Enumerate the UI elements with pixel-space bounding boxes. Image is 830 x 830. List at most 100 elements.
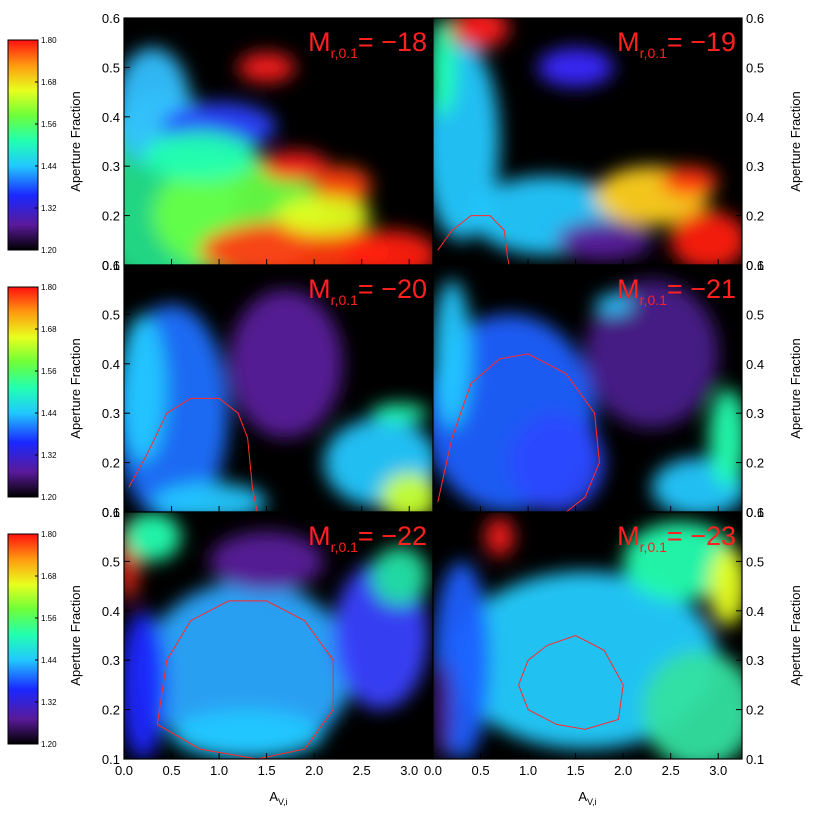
x-tick-label: 1.0 (519, 763, 537, 778)
panel-title: Mr,0.1= −19 (617, 27, 736, 61)
heatmap-panel: Mr,0.1= −21 (432, 264, 743, 513)
heatmap-region (124, 512, 182, 562)
x-tick-label: 2.5 (353, 763, 371, 778)
panel-title-value: = −23 (667, 521, 736, 551)
panel-title: Mr,0.1= −22 (308, 521, 427, 555)
panel-title-symbol: M (617, 521, 640, 551)
panel-title-value: = −20 (358, 274, 427, 304)
panel-title-subscript: r,0.1 (640, 539, 667, 555)
heatmap-region (171, 709, 324, 759)
heatmap-region (452, 18, 510, 48)
heatmap-region (642, 650, 742, 759)
colorbar-tick-label: 1.56 (41, 614, 57, 623)
heatmap-region (314, 166, 372, 206)
heatmap-region (143, 581, 353, 759)
y-tick-label: 0.2 (102, 456, 120, 471)
heatmap-region (670, 210, 742, 265)
heatmap-region (661, 166, 719, 196)
colorbar-tick-label: 1.20 (41, 493, 57, 502)
y-tick-label: 0.1 (746, 258, 764, 273)
panel-title-value: = −21 (667, 274, 736, 304)
x-axis-label-symbol: A (578, 789, 587, 804)
colorbar (7, 286, 39, 498)
heatmap-panel: Mr,0.1= −22 (123, 511, 434, 760)
y-axis-label: Aperture Fraction (68, 338, 83, 438)
x-axis-label-symbol: A (269, 789, 278, 804)
y-tick-label: 0.5 (746, 307, 764, 322)
x-tick-label: 1.5 (567, 763, 585, 778)
colorbar-tick-label: 1.80 (41, 36, 57, 45)
colorbar-tick-label: 1.56 (41, 367, 57, 376)
density-contour (437, 215, 510, 265)
colorbar-tick-label: 1.32 (41, 698, 57, 707)
y-tick-label: 0.4 (746, 357, 764, 372)
x-axis-label: AV,i (269, 789, 287, 807)
y-tick-label: 0.6 (102, 505, 120, 520)
panel-frame (432, 511, 743, 760)
panel-title: Mr,0.1= −21 (617, 274, 736, 308)
colorbar-tick-label: 1.32 (41, 451, 57, 460)
colorbar-tick-label: 1.68 (41, 572, 57, 581)
colorbar (7, 533, 39, 745)
heatmap-region (371, 403, 429, 424)
y-axis-label: Aperture Fraction (788, 91, 803, 191)
colorbar-tick-label: 1.80 (41, 283, 57, 292)
heatmap-region (708, 546, 742, 626)
panel-title-subscript: r,0.1 (640, 292, 667, 308)
heatmap-region (228, 289, 343, 438)
y-tick-label: 0.6 (746, 11, 764, 26)
panel-title-value: = −18 (358, 27, 427, 57)
y-tick-label: 0.5 (746, 60, 764, 75)
colorbar-tick-label: 1.44 (41, 162, 57, 171)
x-tick-label: 0.5 (471, 763, 489, 778)
y-axis-label: Aperture Fraction (788, 338, 803, 438)
panel-title: Mr,0.1= −18 (308, 27, 427, 61)
y-tick-label: 0.3 (102, 159, 120, 174)
density-contour (156, 600, 334, 759)
heatmap-region (433, 18, 457, 117)
heatmap-region (433, 279, 472, 429)
heatmap-panel: Mr,0.1= −23 (432, 511, 743, 760)
y-tick-label: 0.5 (102, 554, 120, 569)
y-tick-label: 0.1 (102, 752, 120, 767)
colorbar-tick-label: 1.80 (41, 530, 57, 539)
x-tick-label: 2.0 (614, 763, 632, 778)
colorbar-tick-label: 1.68 (41, 325, 57, 334)
y-tick-label: 0.4 (102, 604, 120, 619)
y-tick-label: 0.1 (102, 505, 120, 520)
heatmap-region (594, 294, 633, 315)
heatmap-panel: Mr,0.1= −20 (123, 264, 434, 513)
colorbar-tick-label: 1.44 (41, 409, 57, 418)
y-tick-label: 0.2 (102, 703, 120, 718)
y-tick-label: 0.2 (746, 703, 764, 718)
heatmap-region (238, 52, 296, 83)
y-axis-label: Aperture Fraction (68, 91, 83, 191)
y-tick-label: 0.6 (102, 258, 120, 273)
x-tick-label: 1.5 (258, 763, 276, 778)
y-tick-label: 0.5 (102, 60, 120, 75)
y-tick-label: 0.3 (746, 653, 764, 668)
y-tick-label: 0.2 (746, 209, 764, 224)
heatmap-region (708, 388, 742, 488)
y-tick-label: 0.1 (102, 258, 120, 273)
heatmap-region (143, 131, 258, 182)
x-axis-label-subscript: V,i (278, 797, 288, 807)
heatmap-region (433, 660, 453, 759)
heatmap-region (585, 279, 719, 429)
colorbar-tick-label: 1.56 (41, 120, 57, 129)
panel-title-symbol: M (308, 521, 331, 551)
x-tick-label: 2.0 (305, 763, 323, 778)
panel-title: Mr,0.1= −20 (308, 274, 427, 308)
colorbar-tick-label: 1.44 (41, 656, 57, 665)
x-tick-label: 0.5 (162, 763, 180, 778)
panel-title-subscript: r,0.1 (331, 539, 358, 555)
x-tick-label: 1.0 (210, 763, 228, 778)
y-tick-label: 0.5 (102, 307, 120, 322)
y-tick-label: 0.2 (102, 209, 120, 224)
x-axis-label-subscript: V,i (587, 797, 597, 807)
y-tick-label: 0.5 (746, 554, 764, 569)
x-tick-label: 0.0 (115, 763, 133, 778)
colorbar-tick-label: 1.20 (41, 246, 57, 255)
y-tick-label: 0.4 (102, 110, 120, 125)
